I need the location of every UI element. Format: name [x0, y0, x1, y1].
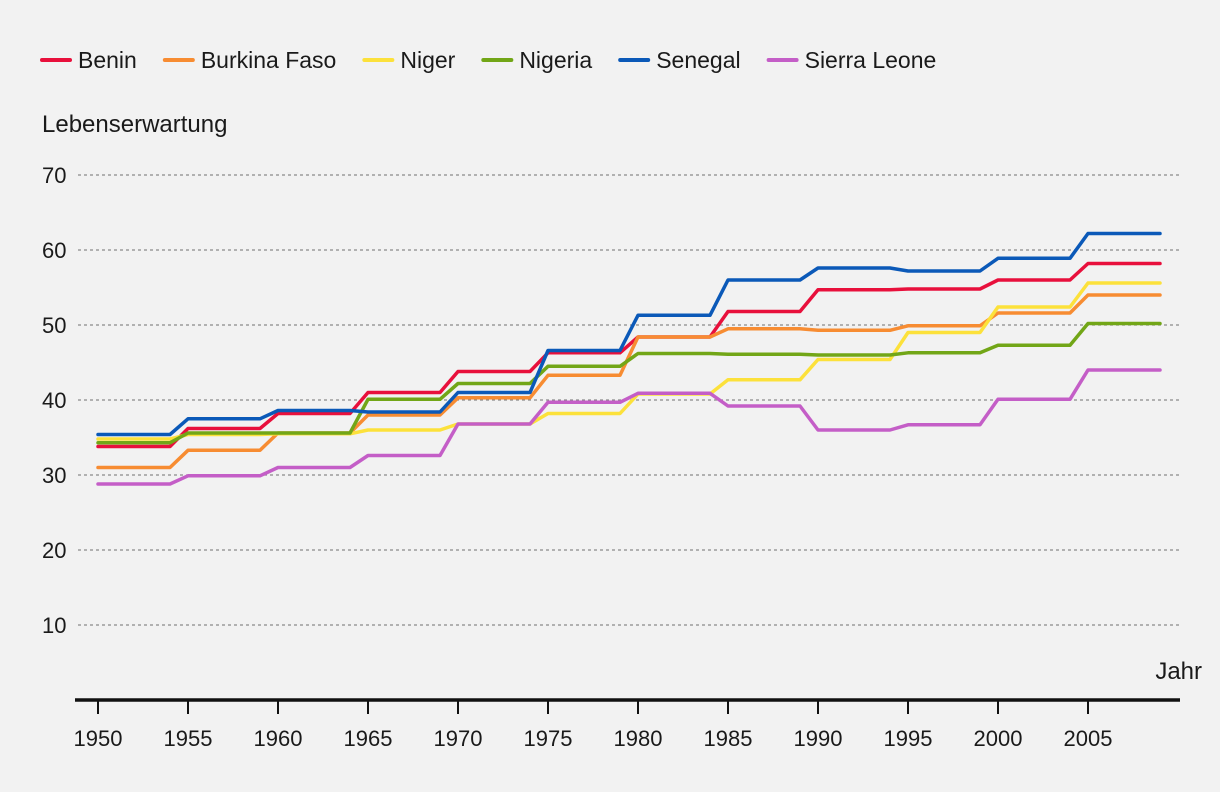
x-tick-1960: 1960 [254, 726, 303, 751]
legend-item-benin: Benin [40, 47, 137, 73]
data-series [96, 231, 1162, 486]
x-tick-1965: 1965 [344, 726, 393, 751]
x-tick-2000: 2000 [974, 726, 1023, 751]
legend: Benin Burkina Faso Niger Nigeria Senegal Sier… [40, 47, 937, 73]
x-tick-1985: 1985 [704, 726, 753, 751]
legend-item-niger: Niger [362, 47, 456, 73]
y-tick-20: 20 [42, 538, 66, 563]
legend-item-burkina-faso: Burkina Faso [162, 47, 337, 73]
x-axis-title: Jahr [1155, 658, 1202, 685]
x-tick-1990: 1990 [794, 726, 843, 751]
y-axis-title: Lebenserwartung [42, 111, 227, 138]
x-axis-ticks: 1950 1955 1960 1965 1970 1975 1980 1985 1990 1995… [74, 700, 1113, 751]
y-axis-ticks: 10 20 30 40 50 60 70 [42, 163, 66, 638]
legend-label-benin: Benin [78, 47, 137, 73]
legend-item-nigeria: Nigeria [481, 47, 592, 73]
legend-label-niger: Niger [400, 47, 455, 73]
legend-item-senegal: Senegal [618, 47, 741, 73]
y-tick-30: 30 [42, 463, 66, 488]
legend-label-nigeria: Nigeria [519, 47, 592, 73]
x-tick-1995: 1995 [884, 726, 933, 751]
series-line-benin [96, 261, 1162, 449]
y-tick-60: 60 [42, 238, 66, 263]
legend-label-sierra-leone: Sierra Leone [805, 47, 937, 73]
y-tick-70: 70 [42, 163, 66, 188]
legend-label-burkina-faso: Burkina Faso [201, 47, 337, 73]
x-tick-2005: 2005 [1064, 726, 1113, 751]
x-tick-1970: 1970 [434, 726, 483, 751]
x-tick-1975: 1975 [524, 726, 573, 751]
y-tick-40: 40 [42, 388, 66, 413]
x-tick-1955: 1955 [164, 726, 213, 751]
legend-item-sierra-leone: Sierra Leone [766, 47, 937, 73]
legend-label-senegal: Senegal [656, 47, 740, 73]
y-tick-50: 50 [42, 313, 66, 338]
x-tick-1980: 1980 [614, 726, 663, 751]
series-line-nigeria [96, 321, 1162, 445]
series-line-senegal [96, 231, 1162, 437]
y-tick-10: 10 [42, 613, 66, 638]
x-tick-1950: 1950 [74, 726, 123, 751]
series-line-sierra-leone [96, 368, 1162, 486]
series-line-burkina-faso [96, 293, 1162, 470]
